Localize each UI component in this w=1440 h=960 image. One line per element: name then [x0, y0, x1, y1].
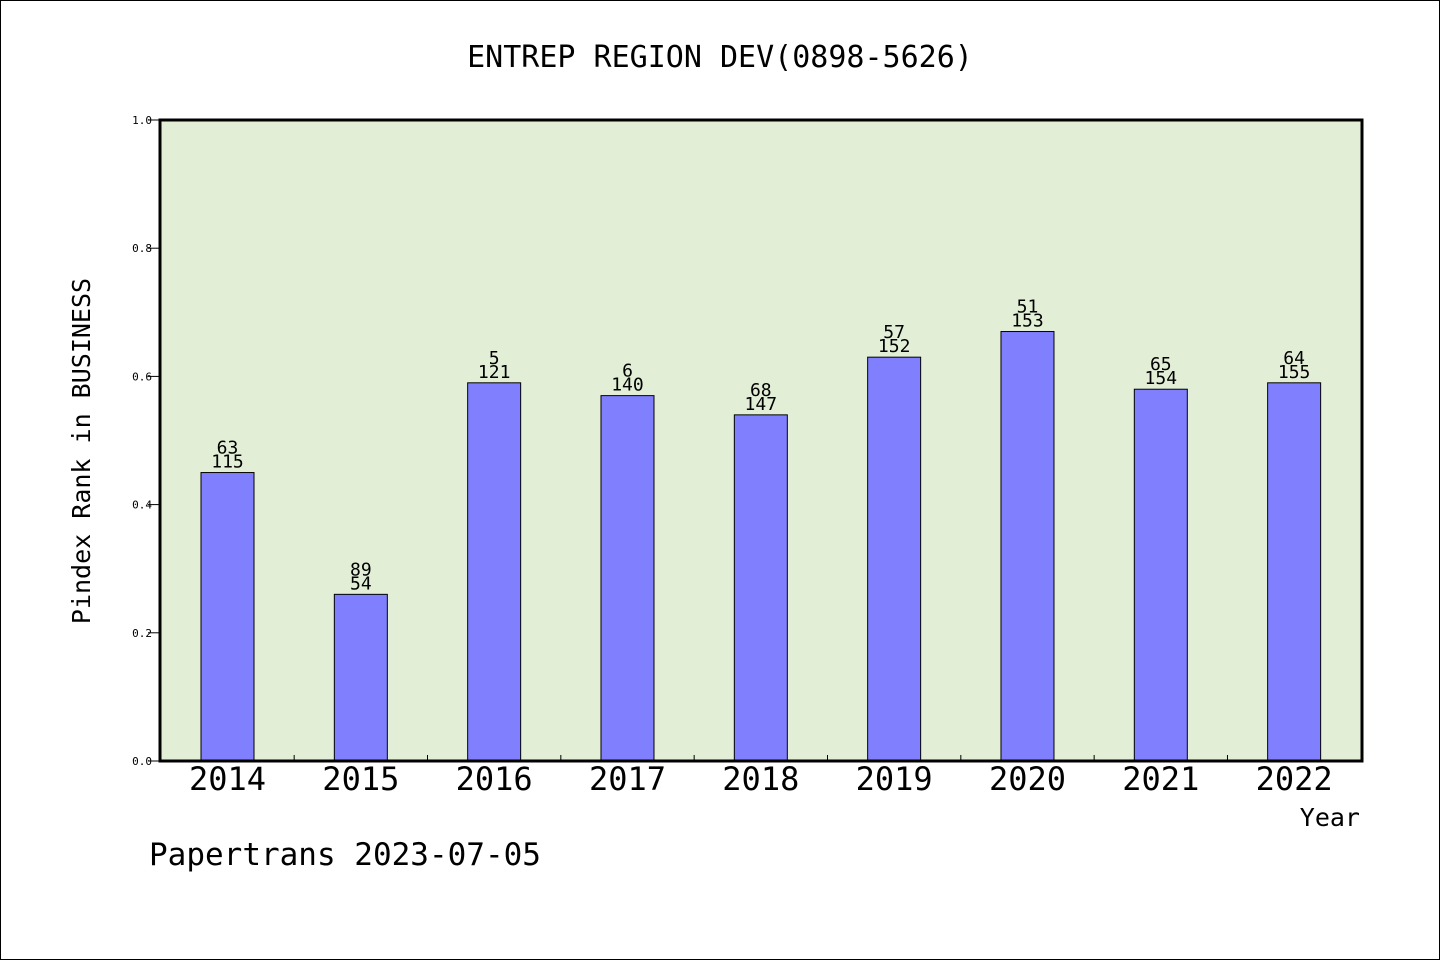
y-tick-label: 0.2	[132, 627, 152, 640]
x-tick-label: 2022	[1256, 760, 1333, 798]
bar-label-top: 63	[217, 438, 239, 459]
y-tick-label: 0.6	[132, 370, 152, 383]
x-tick-label: 2017	[589, 760, 666, 798]
x-tick-label: 2015	[322, 760, 399, 798]
bar	[333, 593, 388, 762]
x-tick-label: 2014	[189, 760, 266, 798]
bar	[467, 382, 522, 762]
footer-text: Papertrans 2023-07-05	[149, 837, 541, 873]
y-tick-label: 0.0	[132, 755, 152, 768]
bar-label-top: 64	[1283, 348, 1305, 369]
bar-label-bottom: 121	[478, 362, 511, 383]
x-tick-label: 2018	[722, 760, 799, 798]
bar	[1267, 382, 1322, 762]
x-axis-label: Year	[1300, 803, 1360, 832]
bar-label-bottom: 54	[350, 573, 372, 594]
x-tick-label: 2016	[456, 760, 533, 798]
bar	[200, 472, 255, 762]
bar-label-bottom: 115	[211, 452, 244, 473]
bar-label-top: 68	[750, 380, 772, 401]
bar-label-top: 5	[489, 348, 500, 369]
chart-title: ENTREP REGION DEV(0898-5626)	[467, 40, 973, 75]
plot-border	[158, 118, 1364, 763]
bar-label-bottom: 140	[611, 375, 644, 396]
bar-label-bottom: 155	[1278, 362, 1311, 383]
bar-label-top: 57	[883, 322, 905, 343]
bar	[733, 414, 788, 762]
y-tick-label: 0.4	[132, 499, 152, 512]
bar-label-top: 65	[1150, 354, 1172, 375]
bar	[600, 395, 655, 762]
bar-label-top: 89	[350, 559, 372, 580]
y-tick-label: 0.8	[132, 242, 152, 255]
bar	[1133, 388, 1188, 762]
axis-ticks-group: 0.0 0.2 0.4 0.6 0.8 1.0 2014 2015 2016 2017 2018 20…	[132, 114, 1333, 798]
bar	[867, 356, 922, 762]
x-tick-label: 2019	[856, 760, 933, 798]
bar	[1000, 331, 1055, 762]
bar-label-bottom: 152	[878, 336, 911, 357]
bar-label-bottom: 154	[1145, 368, 1178, 389]
x-tick-label: 2021	[1122, 760, 1199, 798]
bar-label-top: 6	[622, 361, 633, 382]
y-tick-label: 1.0	[132, 114, 152, 127]
bar-label-bottom: 153	[1011, 311, 1044, 332]
x-tick-label: 2020	[989, 760, 1066, 798]
y-axis-label: Pindex Rank in BUSINESS	[67, 278, 96, 624]
bar-label-top: 51	[1017, 297, 1039, 318]
bar-label-bottom: 147	[745, 394, 778, 415]
